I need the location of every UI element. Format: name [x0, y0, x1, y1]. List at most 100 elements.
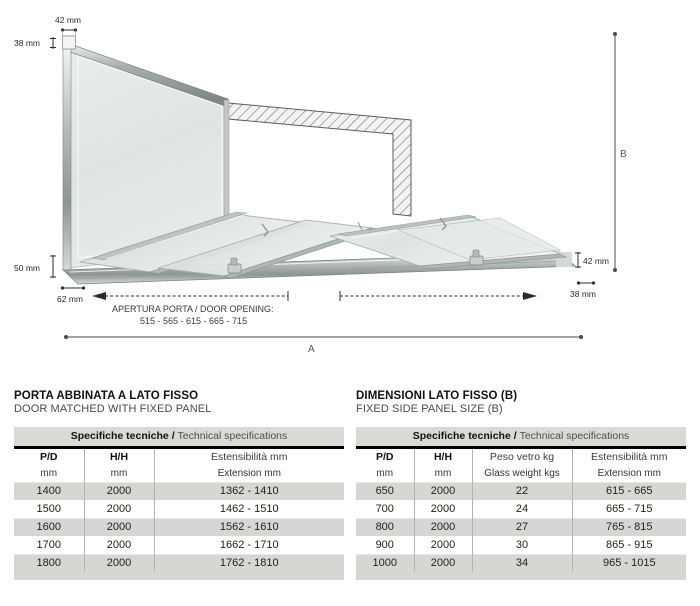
cell-hh: 2000 [83, 518, 154, 537]
table-row: 800 2000 27 765 - 815 [356, 518, 687, 537]
header-row-sub: mm mm Extension mm [14, 466, 345, 483]
table-block-door-matched: PORTA ABBINATA A LATO FISSO DOOR MATCHED… [14, 390, 345, 580]
cell-pd: 650 [356, 482, 414, 501]
header-extension-it: Estensibilità mm [571, 447, 687, 466]
dim-bottom-left-height-label: 50 mm [14, 263, 40, 273]
cell-pd: 1000 [356, 554, 414, 572]
cell-hh: 2000 [83, 482, 154, 501]
cell-pd: 1600 [14, 518, 84, 537]
cell-glass-weight: 22 [471, 482, 572, 501]
table-caption: Specifiche tecniche / Technical specific… [14, 427, 345, 449]
cell-extension: 1462 - 1510 [153, 500, 345, 519]
dim-door-opening-left [92, 291, 289, 301]
wall-hatched-section [227, 102, 412, 217]
subheader-hh: mm [83, 466, 154, 483]
cell-hh: 2000 [83, 536, 154, 555]
cell-extension: 1362 - 1410 [153, 482, 345, 501]
cell-glass-weight: 34 [471, 554, 572, 572]
cell-pd: 1400 [14, 482, 84, 501]
bottom-cap [356, 572, 687, 580]
header-row-main: P/D H/H Estensibilità mm [14, 447, 345, 466]
cell-extension: 665 - 715 [571, 500, 687, 519]
sliding-glass-panels-plan [79, 211, 568, 279]
cell-hh: 2000 [83, 554, 154, 572]
dim-line-a: A [64, 335, 583, 355]
cell-extension: 1562 - 1610 [153, 518, 345, 537]
header-pd: P/D [356, 447, 414, 466]
table-title-en: DOOR MATCHED WITH FIXED PANEL [14, 403, 212, 415]
table-title-it: PORTA ABBINATA A LATO FISSO [14, 390, 199, 402]
cell-glass-weight: 24 [471, 500, 572, 519]
caption-it: Specifiche tecniche [70, 430, 169, 442]
table-caption-row: Specifiche tecniche / Technical specific… [14, 427, 345, 449]
spec-table: Specifiche tecniche / Technical specific… [356, 427, 687, 580]
dim-line-b: B [613, 32, 627, 272]
dim-right-width: 38 mm [570, 281, 596, 299]
dim-right-height: 42 mm [575, 252, 609, 268]
cell-glass-weight: 30 [471, 536, 572, 555]
header-row-sub: mm mm Glass weight kgs Extension mm [356, 466, 687, 483]
cell-extension: 965 - 1015 [571, 554, 687, 572]
door-opening-values: 515 - 565 - 615 - 665 - 715 [140, 316, 247, 326]
table-bottom-cap [356, 572, 687, 580]
cell-extension: 765 - 815 [571, 518, 687, 537]
header-row-main: P/D H/H Peso vetro kg Estensibilità mm [356, 447, 687, 466]
cell-extension: 1762 - 1810 [153, 554, 345, 572]
technical-drawing: 42 mm 38 mm 50 mm 62 mm 42 mm 38 mm [14, 15, 627, 355]
table-bottom-cap [14, 572, 345, 580]
table-block-fixed-side-panel: DIMENSIONI LATO FISSO (B) FIXED SIDE PAN… [356, 390, 687, 580]
cell-hh: 2000 [83, 500, 154, 519]
table-row: 1400 2000 1362 - 1410 [14, 482, 345, 501]
table-row: 650 2000 22 615 - 665 [356, 482, 687, 501]
cell-extension: 865 - 915 [571, 536, 687, 555]
header-hh: H/H [83, 447, 154, 466]
table-row: 1700 2000 1662 - 1710 [14, 536, 345, 555]
header-hh: H/H [413, 447, 472, 466]
table-row: 900 2000 30 865 - 915 [356, 536, 687, 555]
cell-glass-weight: 27 [471, 518, 572, 537]
cell-hh: 2000 [413, 554, 472, 572]
specification-tables: PORTA ABBINATA A LATO FISSO DOOR MATCHED… [0, 390, 700, 606]
table-caption: Specifiche tecniche / Technical specific… [356, 427, 687, 449]
table-title-en: FIXED SIDE PANEL SIZE (B) [356, 403, 503, 415]
table-caption-row: Specifiche tecniche / Technical specific… [356, 427, 687, 449]
subheader-hh: mm [413, 466, 472, 483]
header-extension-it: Estensibilità mm [153, 447, 345, 466]
caption-en: Technical specifications [519, 430, 630, 442]
dim-door-opening-right [339, 291, 537, 301]
dim-bottom-left-width: 62 mm [57, 286, 86, 304]
cell-extension: 615 - 665 [571, 482, 687, 501]
dim-right-height-label: 42 mm [583, 256, 609, 266]
caption-sep: / [510, 430, 520, 442]
cell-pd: 1800 [14, 554, 84, 572]
cell-hh: 2000 [413, 536, 472, 555]
dim-top-width: 42 mm [55, 15, 81, 37]
cell-pd: 700 [356, 500, 414, 519]
spec-table: Specifiche tecniche / Technical specific… [14, 427, 345, 580]
caption-sep: / [168, 430, 178, 442]
table-row: 1500 2000 1462 - 1510 [14, 500, 345, 519]
dim-bottom-left-height: 50 mm [14, 255, 56, 278]
cell-hh: 2000 [413, 482, 472, 501]
dim-bottom-left-width-label: 62 mm [57, 294, 83, 304]
header-pd: P/D [14, 447, 84, 466]
bottom-cap [14, 572, 345, 580]
dim-top-width-label: 42 mm [55, 15, 81, 25]
door-opening-label: APERTURA PORTA / DOOR OPENING: [112, 304, 274, 314]
cell-hh: 2000 [413, 518, 472, 537]
cell-hh: 2000 [413, 500, 472, 519]
dim-top-height: 38 mm [14, 37, 56, 49]
subheader-pd: mm [14, 466, 84, 483]
subheader-glass-weight-en: Glass weight kgs [471, 466, 572, 483]
cell-extension: 1662 - 1710 [153, 536, 345, 555]
dim-b-label: B [620, 149, 627, 160]
dim-a-label: A [308, 344, 315, 355]
header-glass-weight-it: Peso vetro kg [471, 447, 572, 466]
dim-right-width-label: 38 mm [570, 289, 596, 299]
cell-pd: 1500 [14, 500, 84, 519]
cell-pd: 900 [356, 536, 414, 555]
cell-pd: 1700 [14, 536, 84, 555]
table-row: 1000 2000 34 965 - 1015 [356, 554, 687, 572]
subheader-extension-en: Extension mm [153, 466, 345, 483]
fixed-glass-panel-upright [62, 35, 230, 271]
